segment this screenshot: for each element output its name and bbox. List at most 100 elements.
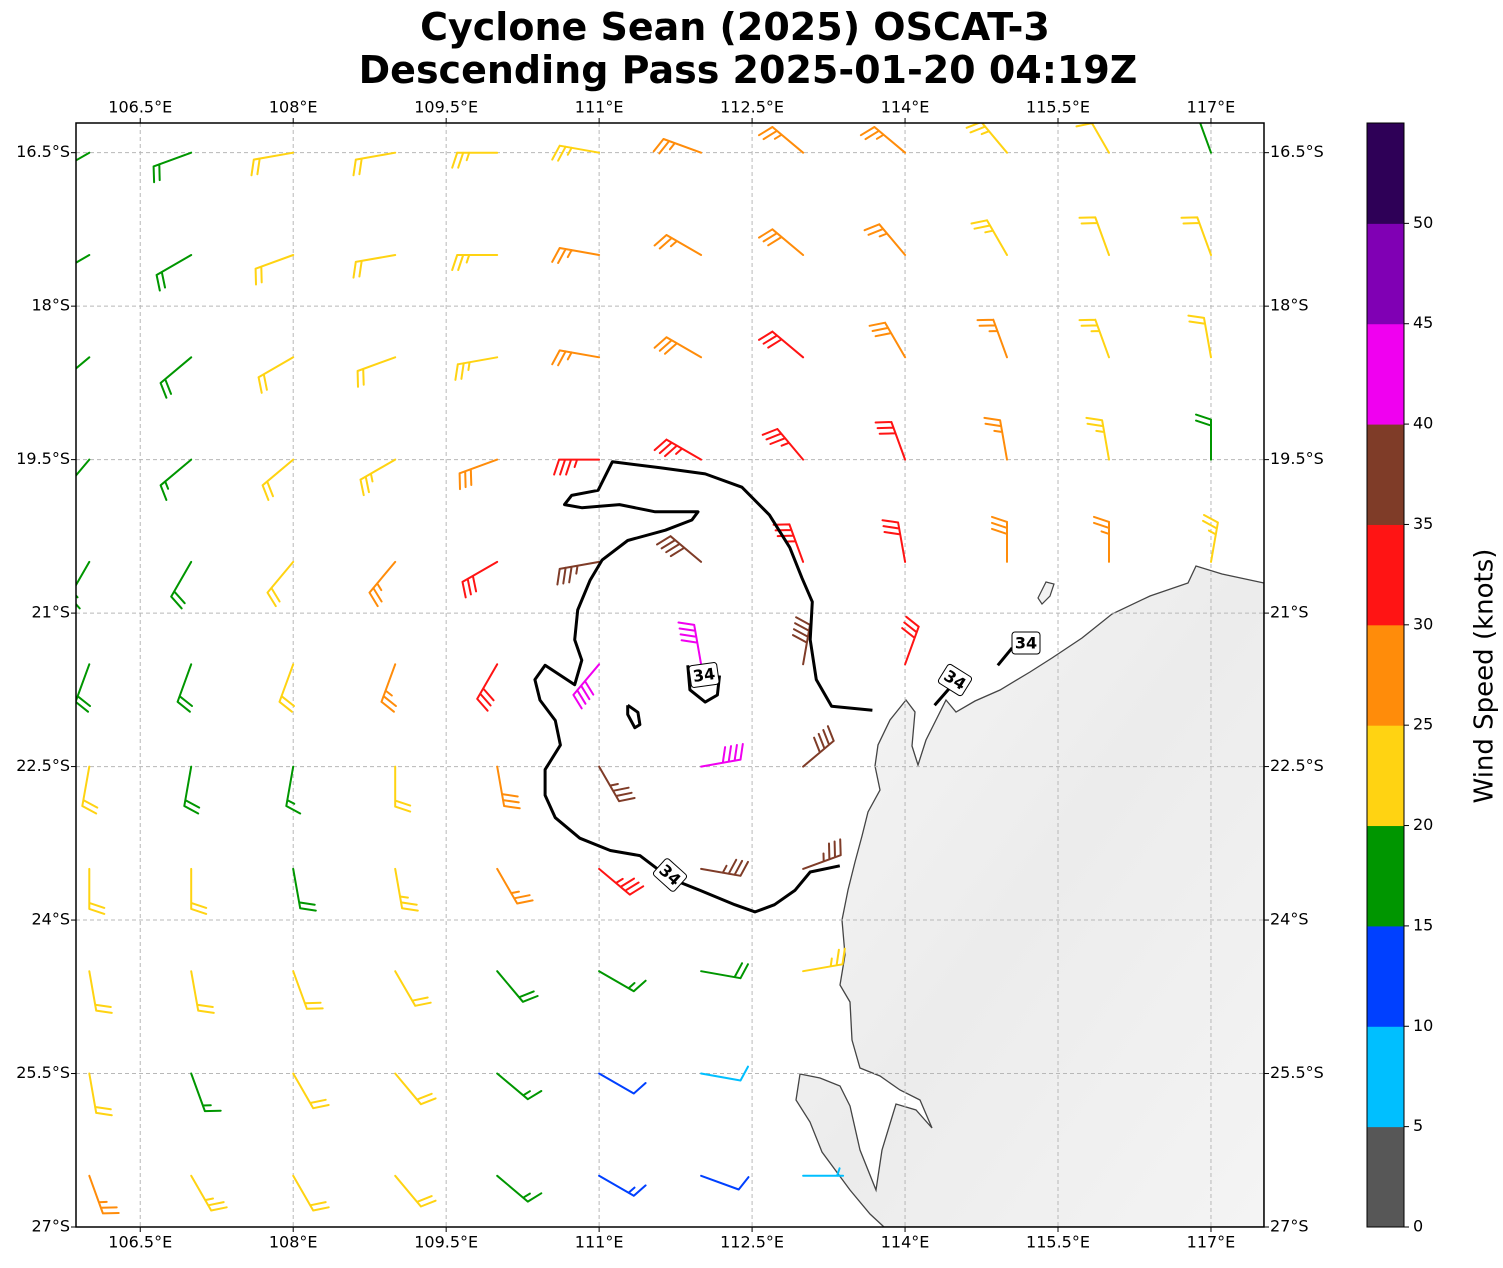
- tick-layer: 106.5°E 106.5°E 108°E 108°E 109.5°E 109.5°E 11…: [16, 98, 1324, 1252]
- contour-line: [686, 665, 721, 704]
- wind-barb: [170, 560, 193, 610]
- colorbar-segment: [1367, 223, 1404, 325]
- colorbar-tick-label: 25: [1413, 715, 1433, 734]
- contour-line: [933, 686, 952, 707]
- y-tick-label: 27°S: [31, 1217, 70, 1236]
- x-tick-label: 109.5°E: [414, 98, 478, 117]
- wind-barb: [976, 318, 1008, 359]
- wind-barb: [868, 321, 907, 359]
- wind-barb: [598, 1072, 647, 1095]
- y-tick-label: 18°S: [31, 296, 70, 315]
- y-tick-label: 21°S: [1270, 603, 1309, 622]
- x-tick-label: 111°E: [575, 1233, 624, 1252]
- y-tick-label: 19.5°S: [16, 449, 70, 468]
- wind-barb: [572, 663, 601, 710]
- wind-barb: [292, 867, 317, 912]
- wind-barb: [1202, 514, 1219, 563]
- wind-barb: [76, 254, 91, 264]
- wind-barb: [551, 144, 601, 162]
- wind-barb: [254, 254, 295, 286]
- wind-barb: [496, 1174, 543, 1203]
- x-tick-label: 111°E: [575, 98, 624, 117]
- x-tick-label: 106.5°E: [108, 1233, 172, 1252]
- wind-barb: [81, 765, 99, 815]
- wind-barb: [991, 515, 1008, 563]
- wind-barb: [368, 560, 397, 608]
- wind-barb: [761, 428, 805, 461]
- wind-barb: [1180, 216, 1212, 256]
- contour-line: [533, 460, 873, 914]
- contour-label: 34: [1011, 631, 1041, 655]
- wind-barb: [1078, 216, 1110, 256]
- wind-barb: [152, 151, 193, 184]
- y-tick-label: 25.5°S: [16, 1063, 70, 1082]
- colorbar-tick-label: 50: [1413, 213, 1433, 232]
- wind-barb: [352, 151, 397, 177]
- wind-barb: [551, 349, 601, 367]
- contour-line: [996, 646, 1014, 667]
- wind-barb: [598, 867, 645, 896]
- wind-barb: [266, 560, 295, 608]
- wind-barb: [551, 247, 601, 264]
- y-tick-label: 16.5°S: [1270, 142, 1324, 161]
- colorbar-tick-label: 45: [1413, 313, 1433, 332]
- wind-barb: [772, 523, 805, 563]
- wind-barb: [652, 138, 703, 155]
- colorbar-segment: [1367, 725, 1404, 827]
- contour-label-text: 34: [692, 664, 717, 686]
- wind-barb: [496, 970, 539, 1003]
- colorbar-tick-label: 0: [1413, 1217, 1423, 1236]
- wind-barb: [76, 663, 91, 713]
- y-tick-label: 22.5°S: [16, 756, 70, 775]
- wind-barb: [88, 970, 113, 1014]
- contour-label: 34: [688, 662, 720, 688]
- wind-barb: [970, 219, 1008, 256]
- wind-barb: [257, 356, 295, 394]
- wind-barb: [553, 458, 601, 476]
- y-tick-label: 18°S: [1270, 296, 1309, 315]
- colorbar-tick-label: 40: [1413, 414, 1433, 433]
- x-tick-label: 115.5°E: [1026, 1233, 1090, 1252]
- wind-barb: [352, 254, 397, 279]
- wind-barb: [700, 858, 749, 877]
- wind-barb: [758, 126, 805, 154]
- colorbar-tick-label: 20: [1413, 815, 1433, 834]
- wind-barb: [863, 223, 907, 256]
- contour-label: 34: [652, 858, 688, 892]
- wind-barb: [250, 151, 295, 177]
- x-tick-label: 117°E: [1187, 1233, 1236, 1252]
- wind-barb: [677, 621, 703, 666]
- wind-barb: [1199, 123, 1212, 154]
- island: [1037, 581, 1055, 605]
- land: [795, 565, 1264, 1227]
- contour-label-box: [1011, 631, 1041, 655]
- colorbar-tick-label: 10: [1413, 1016, 1433, 1035]
- wind-barb: [451, 254, 499, 271]
- wind-barb: [159, 356, 193, 399]
- contour-label-box: [652, 858, 688, 892]
- colorbar-tick-label: 30: [1413, 614, 1433, 633]
- wind-barb: [802, 1167, 845, 1177]
- wind-barb: [292, 1072, 330, 1110]
- wind-barb: [394, 867, 419, 912]
- wind-barb: [176, 663, 193, 713]
- colorbar-tick-label: 15: [1413, 915, 1433, 934]
- y-tick-label: 16.5°S: [16, 142, 70, 161]
- wind-barb: [496, 867, 534, 905]
- y-tick-label: 21°S: [31, 603, 70, 622]
- wind-barb: [700, 1174, 750, 1191]
- wind-barb: [458, 458, 499, 491]
- x-tick-label: 108°E: [269, 98, 318, 117]
- wind-barb: [292, 970, 324, 1010]
- wind-barb: [292, 1174, 330, 1212]
- wind-barb: [758, 228, 805, 256]
- wind-barb: [700, 962, 749, 980]
- barb-layer: [76, 123, 1219, 1215]
- colorbar-tick-label: 35: [1413, 514, 1433, 533]
- colorbar-segment: [1367, 624, 1404, 726]
- wind-barb: [183, 765, 201, 815]
- map-frame: [75, 122, 1265, 1228]
- wind-barb: [496, 1072, 543, 1101]
- wind-barb: [278, 663, 295, 713]
